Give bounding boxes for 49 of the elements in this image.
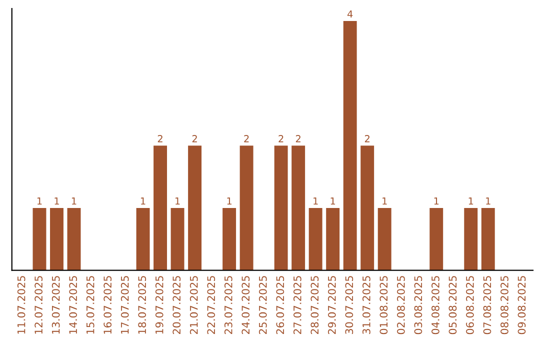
data-label: 1 [54,197,59,205]
x-tick-label: 02.08.2025 [396,276,405,334]
x-tick-label: 23.07.2025 [224,276,232,334]
x-tick-label: 05.08.2025 [448,276,457,334]
x-tick-label: 21.07.2025 [190,276,198,334]
x-tick-label: 24.07.2025 [242,276,250,334]
data-label: 4 [347,10,353,18]
x-tick-label: 07.08.2025 [483,276,492,334]
x-tick-label: 03.08.2025 [414,276,422,334]
data-label: 2 [158,135,162,142]
data-label: 1 [468,197,474,205]
x-tick-label: 09.08.2025 [518,276,526,334]
data-label: 1 [314,197,318,205]
data-label: 1 [382,197,387,205]
x-tick-label: 29.07.2025 [328,276,336,334]
x-tick-label: 12.07.2025 [34,276,43,334]
x-tick-label: 11.07.2025 [17,276,26,334]
x-tick-label: 08.08.2025 [500,276,508,334]
x-tick-label: 26.07.2025 [276,276,284,334]
x-tick-label: 14.07.2025 [69,276,78,334]
x-tick-label: 28.07.2025 [310,276,319,334]
x-tick-label: 18.07.2025 [138,276,146,334]
x-tick-label: 16.07.2025 [104,276,112,334]
x-tick-label: 13.07.2025 [52,276,60,334]
data-label: 1 [227,197,232,205]
x-tick-label: 20.07.2025 [172,276,181,334]
x-tick-label: 06.08.2025 [466,276,474,334]
data-label: 1 [140,197,146,205]
x-tick-label: 15.07.2025 [86,276,94,334]
x-tick-label: 01.08.2025 [380,276,388,334]
x-tick-label: 31.07.2025 [362,276,370,334]
data-label: 2 [192,135,197,142]
data-label: 2 [364,135,370,142]
x-tick-label: 04.08.2025 [431,276,440,334]
data-label: 1 [486,197,490,205]
x-tick-label: 22.07.2025 [207,276,216,334]
x-tick-label: 17.07.2025 [120,276,129,334]
data-label: 1 [72,197,76,205]
data-label: 1 [176,197,180,205]
data-label: 2 [278,135,284,142]
data-label: 2 [296,135,300,142]
x-tick-label: 30.07.2025 [345,276,354,334]
data-label: 2 [244,135,249,142]
x-tick-label: 27.07.2025 [293,276,302,334]
x-tick-label: 19.07.2025 [155,276,164,334]
data-label: 1 [434,197,439,205]
data-label: 1 [330,197,336,205]
data-label: 1 [37,197,42,205]
x-tick-label: 25.07.2025 [258,276,267,334]
